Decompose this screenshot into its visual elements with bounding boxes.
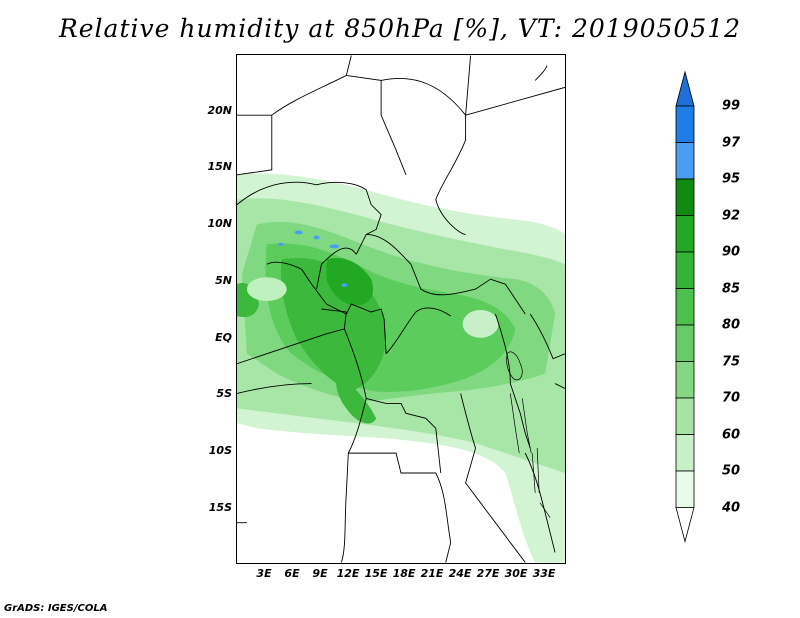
lat-label: 5N bbox=[215, 274, 232, 287]
colorbar-level-label: 60 bbox=[722, 427, 741, 442]
colorbar-level-label: 97 bbox=[722, 135, 741, 150]
grads-credit: GrADS: IGES/COLA bbox=[4, 603, 108, 614]
colorbar-segment bbox=[675, 470, 695, 508]
lon-label: 6E bbox=[284, 567, 300, 580]
humidity-shading bbox=[237, 173, 565, 563]
lon-label: 18E bbox=[392, 567, 416, 580]
colorbar-level-label: 92 bbox=[722, 208, 741, 223]
lon-label: 3E bbox=[256, 567, 272, 580]
country-borders bbox=[237, 55, 565, 563]
lat-label: EQ bbox=[215, 331, 232, 344]
colorbar-level-label: 50 bbox=[722, 463, 741, 479]
lat-label: 20N bbox=[207, 104, 232, 117]
colorbar-level-label: 40 bbox=[722, 500, 741, 515]
colorbar-segment bbox=[675, 251, 695, 289]
lat-label: 5S bbox=[216, 387, 232, 400]
colorbar-segment bbox=[675, 288, 695, 326]
colorbar bbox=[675, 70, 695, 544]
colorbar-segment bbox=[675, 434, 695, 472]
lon-label: 15E bbox=[364, 567, 388, 580]
colorbar-level-label: 95 bbox=[722, 171, 741, 187]
lon-label: 12E bbox=[336, 567, 360, 580]
colorbar-arrow-top bbox=[675, 70, 695, 107]
colorbar-segments bbox=[675, 70, 695, 544]
lon-label: 30E bbox=[504, 567, 528, 580]
lakes bbox=[506, 351, 551, 518]
lat-label: 10N bbox=[207, 217, 232, 230]
colorbar-level-label: 80 bbox=[722, 317, 741, 333]
colorbar-segment bbox=[675, 324, 695, 362]
colorbar-segment bbox=[675, 215, 695, 253]
colorbar-segment bbox=[675, 178, 695, 216]
colorbar-segment bbox=[675, 397, 695, 435]
colorbar-segment bbox=[675, 105, 695, 143]
lon-label: 24E bbox=[448, 567, 472, 580]
map-title: Relative humidity at 850hPa [%], VT: 201… bbox=[58, 14, 742, 43]
colorbar-segment bbox=[675, 361, 695, 399]
colorbar-segment bbox=[675, 142, 695, 180]
lon-label: 33E bbox=[532, 567, 556, 580]
colorbar-level-label: 70 bbox=[722, 390, 741, 406]
colorbar-level-label: 85 bbox=[722, 281, 741, 296]
colorbar-level-label: 75 bbox=[722, 354, 741, 369]
lon-label: 27E bbox=[476, 567, 500, 580]
colorbar-arrow-bottom bbox=[675, 507, 695, 544]
lat-label: 15S bbox=[208, 501, 232, 514]
lon-label: 9E bbox=[312, 567, 328, 580]
lat-label: 10S bbox=[208, 444, 232, 457]
colorbar-level-label: 99 bbox=[722, 98, 741, 114]
lon-label: 21E bbox=[420, 567, 444, 580]
humidity-map bbox=[237, 55, 565, 563]
lat-label: 15N bbox=[207, 160, 232, 173]
colorbar-level-label: 90 bbox=[722, 244, 741, 260]
map-panel bbox=[236, 54, 566, 564]
